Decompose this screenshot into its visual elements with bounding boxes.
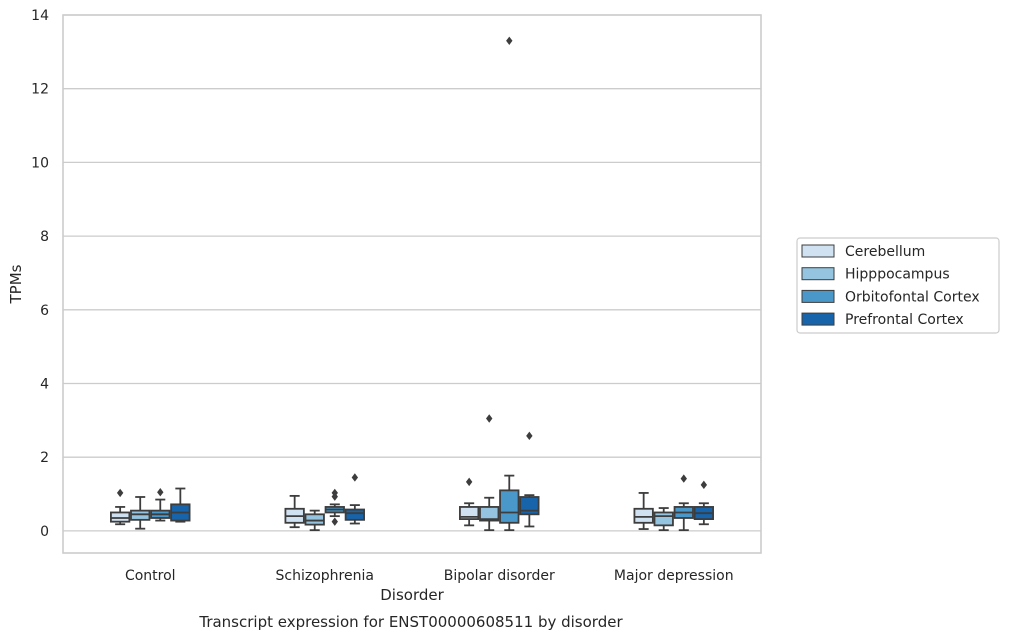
legend-label: Hipppocampus <box>845 267 950 283</box>
x-tick-label: Schizophrenia <box>276 568 374 584</box>
box-iqr <box>130 509 151 521</box>
x-tick-label: Major depression <box>614 568 734 584</box>
y-tick-label: 12 <box>31 82 49 98</box>
x-tick-label: Bipolar disorder <box>444 568 555 584</box>
y-tick-label: 8 <box>40 229 49 245</box>
legend-label: Cerebellum <box>845 244 925 260</box>
outlier-point <box>351 473 359 482</box>
y-axis-label: TPMs <box>7 264 25 304</box>
y-tick-label: 14 <box>31 8 49 24</box>
box-hipppocampus <box>479 414 500 532</box>
y-axis-tick-labels: 0 2 4 6 8 10 12 14 <box>31 8 49 540</box>
legend-label: Orbitofontal Cortex <box>845 289 980 305</box>
box-iqr <box>499 489 520 524</box>
box-hipppocampus <box>130 496 151 530</box>
box-prefrontal-cortex <box>693 480 714 526</box>
box-iqr <box>110 511 131 523</box>
x-axis-label: Disorder <box>380 586 444 604</box>
outlier-point <box>331 492 338 501</box>
box-iqr <box>519 496 540 516</box>
box-cerebellum <box>633 492 654 530</box>
box-iqr <box>304 513 325 526</box>
box-iqr <box>633 507 654 524</box>
legend-label: Prefrontal Cortex <box>845 312 964 328</box>
y-tick-label: 2 <box>40 450 49 466</box>
legend-swatch <box>801 267 835 281</box>
box-iqr <box>344 508 365 521</box>
box-prefrontal-cortex <box>344 473 365 525</box>
box-cerebellum <box>459 477 480 527</box>
outlier-point <box>526 431 533 441</box>
plot-area-border <box>62 14 762 554</box>
box-hipppocampus <box>653 507 674 532</box>
grid-lines <box>63 14 761 532</box>
outlier-point <box>116 488 124 498</box>
y-tick-label: 10 <box>31 155 49 171</box>
box-orbitofontal-cortex <box>673 474 694 532</box>
legend-frame <box>796 237 1000 334</box>
y-tick-label: 4 <box>40 376 49 392</box>
box-iqr <box>479 506 500 522</box>
outlier-point <box>331 517 338 526</box>
box-prefrontal-cortex <box>170 487 191 523</box>
y-tick-label: 0 <box>40 524 49 540</box>
box-prefrontal-cortex <box>519 431 540 528</box>
outlier-point <box>680 474 687 483</box>
box-hipppocampus <box>304 509 325 532</box>
box-iqr <box>653 511 674 527</box>
outlier-point <box>486 414 493 423</box>
x-axis-tick-labels: Control Schizophrenia Bipolar disorder Majo… <box>125 568 734 584</box>
legend-swatch <box>801 312 835 326</box>
y-tick-label: 6 <box>40 303 49 319</box>
outlier-point <box>506 36 513 45</box>
outlier-point <box>157 487 164 497</box>
box-cerebellum <box>284 494 305 529</box>
chart-title: Transcript expression for ENST0000060851… <box>198 613 623 631</box>
legend-swatch <box>801 244 835 258</box>
box-cerebellum <box>110 488 131 526</box>
box-orbitofontal-cortex <box>324 488 345 526</box>
outlier-point <box>465 477 473 487</box>
legend-swatch <box>801 289 835 303</box>
box-orbitofontal-cortex <box>150 487 171 522</box>
boxes <box>110 36 714 532</box>
legend: Cerebellum Hipppocampus Orbitofontal Corte… <box>796 237 1000 334</box>
box-orbitofontal-cortex <box>499 36 520 532</box>
x-tick-label: Control <box>125 568 176 584</box>
outlier-point <box>700 480 708 490</box>
